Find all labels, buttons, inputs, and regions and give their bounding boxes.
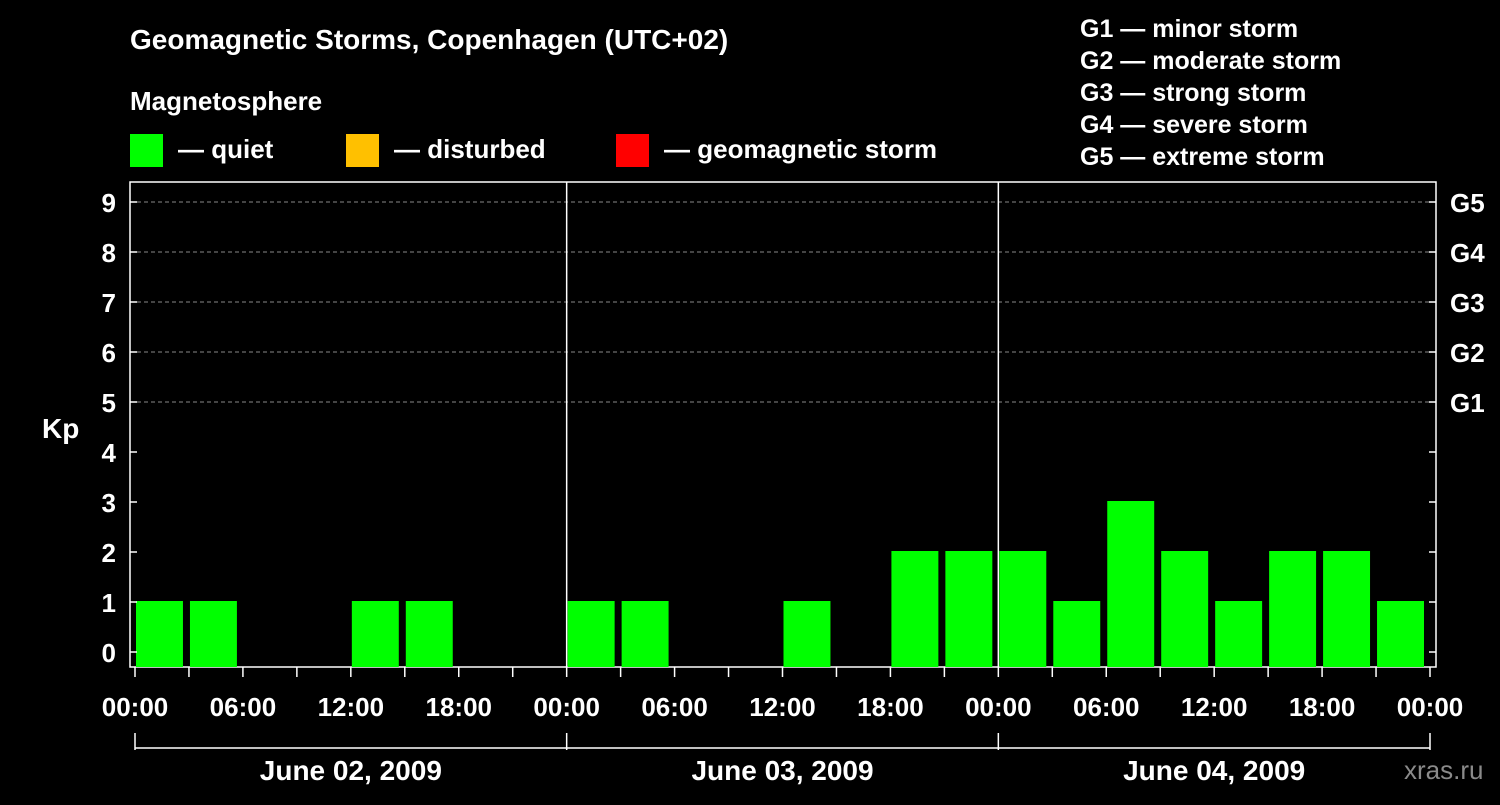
x-tick-label: 12:00 bbox=[318, 692, 385, 722]
x-tick-label: 06:00 bbox=[1073, 692, 1140, 722]
storm-scale-item: G4 — severe storm bbox=[1080, 111, 1308, 139]
kp-bar bbox=[891, 551, 939, 667]
kp-bar bbox=[567, 601, 615, 667]
x-tick-label: 06:00 bbox=[210, 692, 277, 722]
y-tick-label: 4 bbox=[102, 438, 117, 468]
date-label: June 04, 2009 bbox=[1123, 755, 1305, 786]
watermark: xras.ru bbox=[1404, 755, 1483, 785]
legend-label: — geomagnetic storm bbox=[664, 134, 937, 164]
kp-bar bbox=[1269, 551, 1317, 667]
kp-bar bbox=[783, 601, 831, 667]
kp-bar bbox=[999, 551, 1047, 667]
kp-bar bbox=[189, 601, 237, 667]
plot-frame bbox=[129, 181, 1437, 668]
y-tick-label: 9 bbox=[102, 188, 116, 218]
kp-bar bbox=[1053, 601, 1101, 667]
date-label: June 02, 2009 bbox=[260, 755, 442, 786]
x-tick-label: 00:00 bbox=[965, 692, 1032, 722]
x-tick-label: 00:00 bbox=[533, 692, 600, 722]
kp-bar bbox=[351, 601, 399, 667]
x-tick-label: 18:00 bbox=[857, 692, 924, 722]
legend-label: — disturbed bbox=[394, 134, 546, 164]
legend-swatch bbox=[130, 134, 163, 167]
x-tick-label: 12:00 bbox=[749, 692, 816, 722]
y-tick-label: 7 bbox=[102, 288, 116, 318]
magnetosphere-heading: Magnetosphere bbox=[130, 86, 322, 116]
g-level-label: G5 bbox=[1450, 188, 1485, 218]
x-tick-label: 00:00 bbox=[1397, 692, 1464, 722]
kp-bar bbox=[1215, 601, 1263, 667]
y-axis-label: Kp bbox=[42, 413, 79, 444]
status-legend: — quiet — disturbed — geomagnetic storm bbox=[130, 134, 937, 167]
legend-swatch bbox=[616, 134, 649, 167]
g-level-label: G3 bbox=[1450, 288, 1485, 318]
plot-area: 0 1 2 3 4 5 6 7 8 9 Kp G1 G2 G3 G4 G5 00:00 06:00 12:00 18:… bbox=[42, 181, 1485, 786]
storm-scale-legend: G1 — minor storm G2 — moderate storm G3 — … bbox=[1080, 15, 1341, 171]
g-level-label: G1 bbox=[1450, 388, 1485, 418]
kp-bar bbox=[1377, 601, 1424, 667]
y-tick-label: 0 bbox=[102, 638, 116, 668]
y-tick-label: 6 bbox=[102, 338, 116, 368]
storm-scale-item: G5 — extreme storm bbox=[1080, 143, 1325, 171]
g-level-label: G4 bbox=[1450, 238, 1485, 268]
y-tick-label: 1 bbox=[102, 588, 116, 618]
chart-title: Geomagnetic Storms, Copenhagen (UTC+02) bbox=[130, 24, 728, 55]
x-tick-label: 18:00 bbox=[426, 692, 493, 722]
kp-bar bbox=[621, 601, 669, 667]
x-tick-label: 06:00 bbox=[641, 692, 708, 722]
kp-bar bbox=[1323, 551, 1371, 667]
x-tick-label: 12:00 bbox=[1181, 692, 1248, 722]
storm-scale-item: G3 — strong storm bbox=[1080, 79, 1306, 107]
y-tick-label: 5 bbox=[102, 388, 116, 418]
y-tick-label: 3 bbox=[102, 488, 116, 518]
kp-bar bbox=[405, 601, 453, 667]
storm-scale-item: G2 — moderate storm bbox=[1080, 47, 1341, 75]
x-tick-label: 18:00 bbox=[1289, 692, 1356, 722]
y-tick-label: 2 bbox=[102, 538, 116, 568]
legend-swatch bbox=[346, 134, 379, 167]
kp-bar bbox=[1161, 551, 1209, 667]
date-label: June 03, 2009 bbox=[691, 755, 873, 786]
kp-bar bbox=[136, 601, 183, 667]
y-tick-label: 8 bbox=[102, 238, 116, 268]
kp-bar bbox=[1107, 501, 1155, 667]
g-level-label: G2 bbox=[1450, 338, 1485, 368]
legend-label: — quiet bbox=[178, 134, 274, 164]
storm-scale-item: G1 — minor storm bbox=[1080, 15, 1298, 43]
kp-bar bbox=[945, 551, 993, 667]
x-tick-label: 00:00 bbox=[102, 692, 169, 722]
